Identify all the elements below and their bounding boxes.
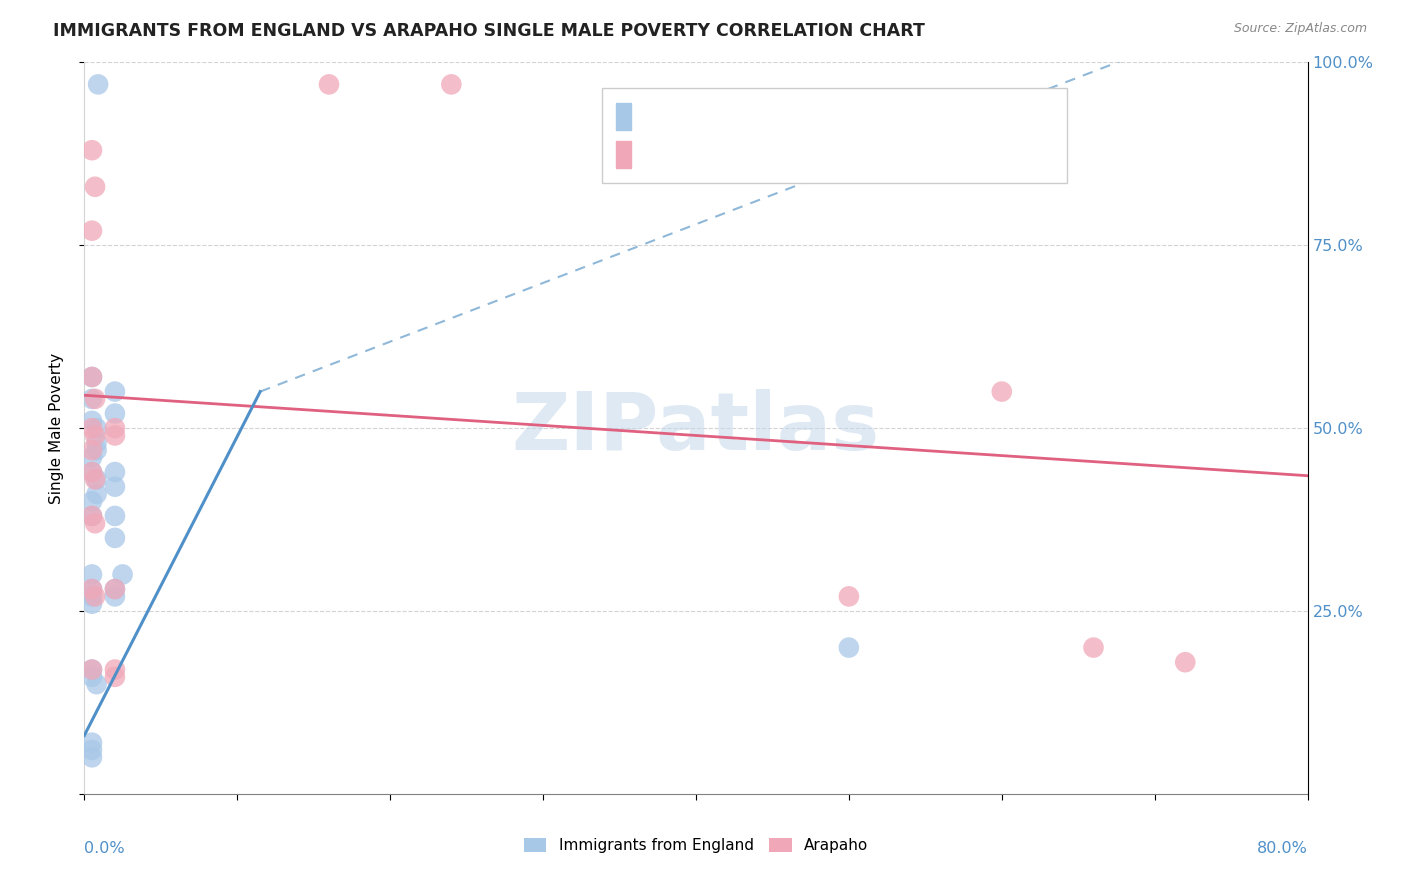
Point <box>80 508 103 523</box>
Text: ZIPatlas: ZIPatlas <box>512 389 880 467</box>
Text: N = 19: N = 19 <box>855 109 910 123</box>
Point <box>440 78 463 92</box>
Point <box>104 428 127 442</box>
Point <box>84 472 107 486</box>
Point <box>86 472 108 486</box>
Point <box>80 392 103 406</box>
Point <box>104 582 127 596</box>
Text: R =  0.336: R = 0.336 <box>641 109 733 123</box>
Point <box>84 516 107 531</box>
Point <box>838 590 860 604</box>
Point <box>80 370 103 384</box>
Point <box>80 494 103 508</box>
Text: N = 21: N = 21 <box>855 148 910 163</box>
Bar <box>616 141 631 169</box>
Point <box>80 443 103 458</box>
Point <box>104 407 127 421</box>
Point <box>80 143 103 157</box>
Point <box>104 590 127 604</box>
Point <box>84 392 107 406</box>
Point <box>84 428 107 442</box>
Point <box>80 670 103 684</box>
Point <box>80 465 103 479</box>
Point <box>80 582 103 596</box>
Point <box>80 582 103 596</box>
Text: 80.0%: 80.0% <box>1257 841 1308 856</box>
Point <box>80 597 103 611</box>
Point <box>104 465 127 479</box>
Point <box>80 465 103 479</box>
Point <box>80 421 103 435</box>
Point <box>86 443 108 458</box>
Point <box>104 670 127 684</box>
Point <box>86 487 108 501</box>
Point <box>80 567 103 582</box>
Legend: Immigrants from England, Arapaho: Immigrants from England, Arapaho <box>517 832 875 859</box>
Text: IMMIGRANTS FROM ENGLAND VS ARAPAHO SINGLE MALE POVERTY CORRELATION CHART: IMMIGRANTS FROM ENGLAND VS ARAPAHO SINGL… <box>53 22 925 40</box>
Point <box>80 414 103 428</box>
Text: Source: ZipAtlas.com: Source: ZipAtlas.com <box>1233 22 1367 36</box>
Point <box>104 480 127 494</box>
Point <box>104 421 127 435</box>
Point <box>111 567 134 582</box>
Text: R = -0.139: R = -0.139 <box>641 148 733 163</box>
Point <box>104 582 127 596</box>
Point <box>80 508 103 523</box>
FancyBboxPatch shape <box>602 88 1067 183</box>
Point <box>86 421 108 435</box>
Point <box>80 590 103 604</box>
Point <box>104 384 127 399</box>
Point <box>318 78 340 92</box>
Point <box>80 750 103 764</box>
Point <box>80 370 103 384</box>
Y-axis label: Single Male Poverty: Single Male Poverty <box>49 352 63 504</box>
Point <box>838 640 860 655</box>
Point <box>80 663 103 677</box>
Point <box>104 508 127 523</box>
Text: 0.0%: 0.0% <box>84 841 125 856</box>
Point <box>80 743 103 757</box>
Point <box>86 435 108 450</box>
Point <box>1083 640 1105 655</box>
Point <box>104 663 127 677</box>
Point <box>86 677 108 691</box>
Point <box>87 78 110 92</box>
Point <box>104 531 127 545</box>
Point <box>80 450 103 465</box>
Bar <box>616 103 631 130</box>
Point <box>80 224 103 238</box>
Point <box>1174 655 1197 669</box>
Point <box>84 590 107 604</box>
Point <box>84 179 107 194</box>
Point <box>80 736 103 750</box>
Point <box>80 663 103 677</box>
Point <box>991 384 1014 399</box>
